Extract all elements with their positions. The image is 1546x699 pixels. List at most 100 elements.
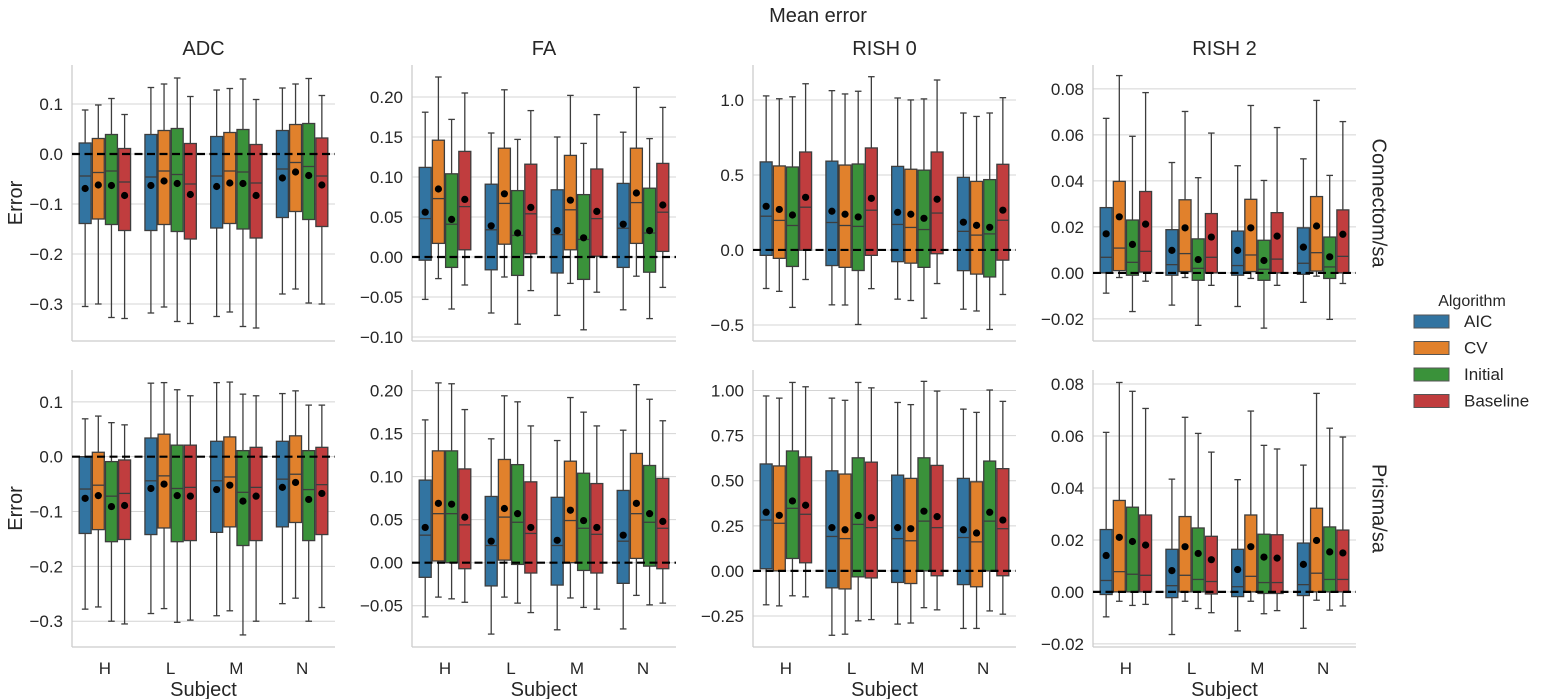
y-tick-label: −0.5 — [710, 316, 744, 335]
mean-marker — [1142, 541, 1150, 549]
mean-marker — [147, 181, 155, 190]
mean-marker — [566, 196, 575, 204]
box-N-cv — [969, 115, 984, 312]
box-M-baseline — [930, 79, 944, 285]
box-H-initial — [444, 383, 459, 600]
box-N-baseline — [1336, 120, 1350, 285]
box-N-initial — [642, 398, 657, 606]
box-L-aic — [1165, 478, 1179, 636]
y-tick-label: −0.1 — [29, 503, 63, 522]
box-L-cv — [1178, 110, 1192, 279]
mean-marker — [1194, 549, 1202, 558]
box-M-cv — [563, 94, 578, 285]
x-axis-label: Subject — [851, 679, 918, 699]
mean-marker — [107, 181, 116, 190]
box-M-cv — [563, 396, 578, 599]
legend-label: Baseline — [1464, 392, 1529, 411]
y-tick-label: 0.0 — [39, 448, 63, 467]
mean-marker — [959, 218, 968, 226]
mean-marker — [121, 501, 129, 510]
y-tick-label: 0.06 — [1051, 427, 1084, 446]
box-L-cv — [1178, 416, 1192, 602]
box-H-initial — [444, 118, 459, 310]
mean-marker — [1115, 533, 1123, 541]
box-iqr — [1323, 526, 1337, 593]
mean-marker — [986, 223, 994, 231]
y-tick-label: −0.25 — [701, 607, 744, 626]
box-iqr — [236, 128, 250, 230]
box-N-aic — [275, 392, 290, 605]
y-tick-label: 0.1 — [39, 393, 63, 412]
box-H-baseline — [458, 92, 472, 286]
box-H-aic — [1099, 431, 1113, 618]
figure-title: Mean error — [769, 5, 867, 27]
box-iqr — [104, 133, 119, 226]
box-N-cv — [629, 86, 644, 277]
y-tick-label: 0.08 — [1051, 80, 1084, 99]
mean-marker — [580, 516, 588, 525]
mean-marker — [94, 492, 102, 500]
mean-marker — [1207, 556, 1215, 564]
mean-marker — [226, 179, 234, 187]
mean-marker — [802, 501, 810, 509]
legend-label: CV — [1464, 339, 1488, 358]
box-iqr — [302, 449, 316, 542]
mean-marker — [1299, 560, 1307, 568]
box-iqr — [930, 464, 944, 577]
mean-marker — [252, 191, 260, 200]
y-tick-label: −0.2 — [29, 557, 63, 576]
box-N-baseline — [996, 97, 1010, 296]
x-tick-label: L — [847, 659, 856, 678]
legend: Algorithm AIC CV Initial Baseline — [1413, 293, 1529, 411]
mean-marker — [448, 500, 456, 508]
y-tick-label: 0.0 — [39, 145, 63, 164]
legend-item-aic: AIC — [1413, 312, 1492, 331]
mean-marker — [1273, 554, 1281, 562]
box-iqr — [302, 122, 316, 221]
box-H-aic — [759, 395, 773, 606]
box-N-initial — [1323, 174, 1337, 321]
box-L-initial — [851, 381, 865, 622]
box-L-cv — [497, 395, 512, 598]
box-L-initial — [1191, 432, 1205, 610]
mean-marker — [1128, 537, 1137, 546]
x-tick-label: N — [977, 659, 989, 678]
box-M-cv — [223, 87, 237, 313]
mean-marker — [775, 511, 783, 519]
box-M-aic — [891, 97, 905, 300]
mean-marker — [1168, 567, 1176, 575]
box-iqr — [1336, 529, 1350, 593]
box-N-baseline — [996, 400, 1010, 615]
mean-marker — [500, 504, 508, 513]
y-tick-label: 1.0 — [720, 91, 744, 110]
box-M-cv — [1244, 410, 1258, 602]
mean-marker — [527, 523, 535, 532]
mean-marker — [434, 499, 442, 507]
box-iqr — [249, 143, 263, 239]
box-M-cv — [1244, 104, 1258, 280]
mean-marker — [487, 222, 495, 230]
panel-connectom-sa-rish-2: −0.02 0.00 0.02 0.04 0.06 0.08 RISH 2 Connectom… — [1041, 38, 1390, 342]
mean-marker — [1142, 220, 1150, 228]
x-tick-label: M — [229, 659, 243, 678]
x-tick-label: M — [910, 659, 924, 678]
box-iqr — [275, 129, 290, 219]
box-N-cv — [1309, 99, 1324, 277]
box-M-baseline — [1270, 126, 1284, 286]
x-tick-label: H — [780, 659, 792, 678]
box-iqr — [117, 459, 132, 541]
mean-marker — [514, 510, 522, 518]
y-tick-label: 1.00 — [711, 382, 744, 401]
y-tick-label: −0.10 — [360, 328, 403, 347]
mean-marker — [632, 189, 641, 197]
mean-marker — [553, 536, 561, 544]
x-tick-label: N — [1317, 659, 1329, 678]
mean-marker — [186, 190, 194, 199]
y-tick-label: 0.02 — [1051, 531, 1084, 550]
y-tick-label: 0.0 — [720, 241, 744, 260]
box-N-aic — [956, 408, 971, 630]
box-N-initial — [642, 137, 657, 320]
mean-marker — [1181, 543, 1189, 551]
panel-connectom-sa-fa: −0.10 −0.05 0.00 0.05 0.10 0.15 0.20 FA — [360, 38, 676, 347]
mean-marker — [500, 190, 508, 198]
